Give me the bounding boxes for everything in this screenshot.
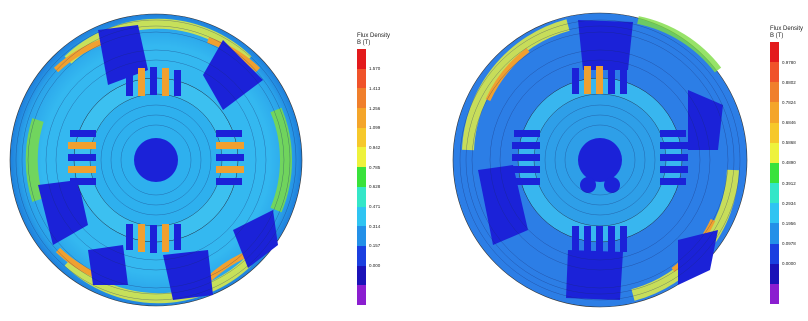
left-magnet-block xyxy=(88,245,128,285)
colorbar-segment xyxy=(357,245,366,266)
colorbar-segment xyxy=(357,88,366,109)
colorbar-tick-label: 1.256 xyxy=(369,105,381,111)
colorbar-tick-label: 0.471 xyxy=(369,204,381,210)
right-flux-density-plot xyxy=(448,0,758,321)
colorbar-tick-label: 0.7824 xyxy=(782,99,796,105)
colorbar-segment xyxy=(357,49,366,69)
colorbar-segment xyxy=(770,183,779,204)
colorbar-tick-label: 0.8802 xyxy=(782,79,796,85)
colorbar-segment xyxy=(357,265,366,286)
left-flux-lines xyxy=(15,19,297,301)
colorbar-segment xyxy=(770,243,779,264)
colorbar-tick-label: 0.2934 xyxy=(782,200,796,206)
colorbar-tick-label: 0.000 xyxy=(369,263,381,269)
colorbar-segment xyxy=(357,186,366,207)
colorbar-segment xyxy=(770,62,779,83)
right-magnet-block xyxy=(566,250,623,300)
left-legend-unit: B (T) xyxy=(357,40,371,46)
right-shaft-hub xyxy=(578,138,622,182)
colorbar-segment xyxy=(770,42,779,63)
left-stator-teeth xyxy=(68,67,244,253)
colorbar-segment xyxy=(357,147,366,168)
colorbar-segment xyxy=(357,285,366,305)
colorbar-segment xyxy=(357,127,366,148)
colorbar-tick-label: 0.6846 xyxy=(782,120,796,126)
right-legend-unit: B (T) xyxy=(770,33,784,39)
colorbar-tick-label: 0.1956 xyxy=(782,220,796,226)
colorbar-tick-label: 1.099 xyxy=(369,125,381,131)
colorbar-tick-label: 0.0000 xyxy=(782,261,796,267)
colorbar-segment xyxy=(357,68,366,89)
colorbar-segment xyxy=(770,263,779,284)
colorbar-segment xyxy=(770,142,779,163)
colorbar-segment xyxy=(357,108,366,128)
left-shaft-hub xyxy=(134,138,178,182)
colorbar-segment xyxy=(357,167,366,187)
colorbar-tick-label: 0.5868 xyxy=(782,140,796,146)
colorbar-segment xyxy=(770,102,779,123)
left-motor-cross-section xyxy=(9,13,303,307)
colorbar-tick-label: 0.4890 xyxy=(782,160,796,166)
right-motor-cross-section xyxy=(452,12,748,308)
colorbar-tick-label: 0.628 xyxy=(369,184,381,190)
left-magnet-block xyxy=(203,40,263,110)
colorbar-segment xyxy=(770,82,779,103)
colorbar-tick-label: 0.942 xyxy=(369,144,381,150)
colorbar-tick-label: 1.413 xyxy=(369,85,381,91)
right-stator-teeth xyxy=(512,66,688,254)
left-flux-arc-top xyxy=(64,18,252,64)
left-flux-density-plot xyxy=(8,0,308,321)
right-flux-lines xyxy=(459,19,741,301)
colorbar-segment xyxy=(357,226,366,246)
colorbar-tick-label: 0.157 xyxy=(369,243,381,249)
left-flux-arc-bottom xyxy=(64,258,252,304)
colorbar-tick-label: 0.314 xyxy=(369,223,381,229)
right-legend-title: Flux Density xyxy=(770,26,804,32)
right-legend: Flux Density B (T) 0.9780 0.8802 0.7824 0.6… xyxy=(770,26,808,304)
colorbar-segment xyxy=(770,162,779,184)
left-colorbar: 1.570 1.413 1.256 1.099 0.942 0.785 0.628 0.471… xyxy=(357,49,397,305)
colorbar-segment xyxy=(770,122,779,143)
colorbar-segment xyxy=(770,283,779,304)
colorbar-tick-label: 1.570 xyxy=(369,66,381,72)
colorbar-tick-label: 0.0978 xyxy=(782,241,796,247)
colorbar-tick-label: 0.9780 xyxy=(782,59,796,65)
right-magnet-block xyxy=(678,230,718,285)
left-magnet-block xyxy=(38,180,88,245)
right-colorbar: 0.9780 0.8802 0.7824 0.6846 0.5868 0.4890 0.39… xyxy=(770,42,808,304)
colorbar-segment xyxy=(770,203,779,224)
right-magnet-block xyxy=(578,20,633,70)
left-legend-title: Flux Density xyxy=(357,33,391,39)
colorbar-tick-label: 0.3912 xyxy=(782,180,796,186)
right-flux-arc-top xyxy=(462,19,570,151)
left-magnet-block xyxy=(163,250,213,300)
colorbar-segment xyxy=(357,206,366,227)
colorbar-tick-label: 0.785 xyxy=(369,164,381,170)
colorbar-segment xyxy=(770,223,779,244)
left-legend: Flux Density B (T) 1.570 1.413 1.256 1.099 0… xyxy=(357,33,397,305)
